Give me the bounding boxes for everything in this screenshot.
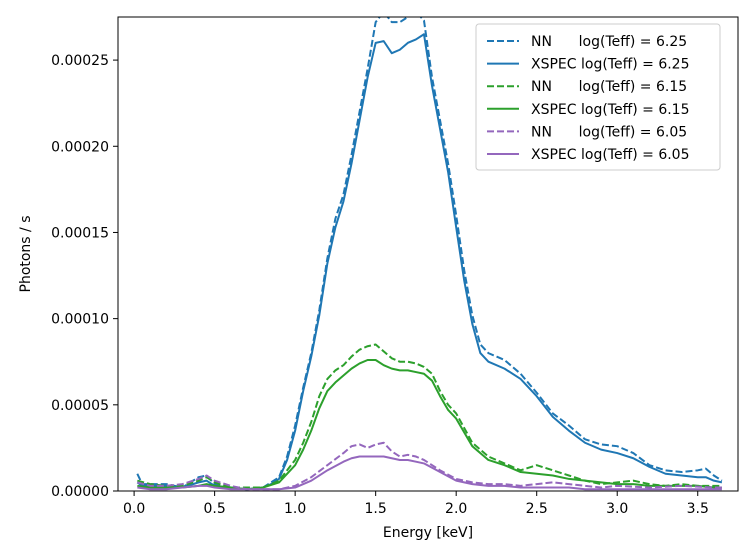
- x-tick-label: 3.0: [606, 501, 628, 517]
- x-tick-label: 0.5: [203, 501, 225, 517]
- x-axis-label: Energy [keV]: [383, 525, 473, 541]
- series-layer: [136, 17, 723, 491]
- y-tick-label: 0.00025: [51, 53, 109, 69]
- plot-frame: [117, 16, 739, 492]
- legend-label-3: XSPEC log(Teff) = 6.15: [531, 102, 690, 118]
- series-line-5: [137, 455, 722, 491]
- legend-label-5: XSPEC log(Teff) = 6.05: [531, 147, 690, 163]
- y-axis-label: Photons / s: [18, 215, 34, 292]
- y-tick-label: 0.00000: [51, 484, 109, 500]
- legend: NN log(Teff) = 6.25 XSPEC log(Teff) = 6.2…: [475, 23, 721, 171]
- series-line-4: [137, 441, 722, 491]
- x-tick-label: 0.0: [123, 501, 145, 517]
- legend-label-4: NN log(Teff) = 6.05: [531, 124, 687, 140]
- x-tick-label: 1.5: [365, 501, 387, 517]
- x-tick-label: 1.0: [284, 501, 306, 517]
- series-line-2: [137, 343, 722, 489]
- x-tick-label: 2.5: [526, 501, 548, 517]
- x-tick-label: 3.5: [687, 501, 709, 517]
- x-tick-label: 2.0: [445, 501, 467, 517]
- legend-label-2: NN log(Teff) = 6.15: [531, 79, 687, 95]
- x-axis: 0.0 0.5 1.0 1.5 2.0 2.5 3.0 3.5: [123, 491, 709, 517]
- y-tick-label: 0.00005: [51, 398, 109, 414]
- legend-label-1: XSPEC log(Teff) = 6.25: [531, 57, 690, 73]
- y-tick-label: 0.00020: [51, 139, 109, 155]
- legend-frame: [475, 23, 721, 171]
- y-axis: 0.00000 0.00005 0.00010 0.00015 0.00020 0.000…: [51, 53, 118, 500]
- y-tick-label: 0.00010: [51, 312, 109, 328]
- y-tick-label: 0.00015: [51, 225, 109, 241]
- legend-label-0: NN log(Teff) = 6.25: [531, 34, 687, 50]
